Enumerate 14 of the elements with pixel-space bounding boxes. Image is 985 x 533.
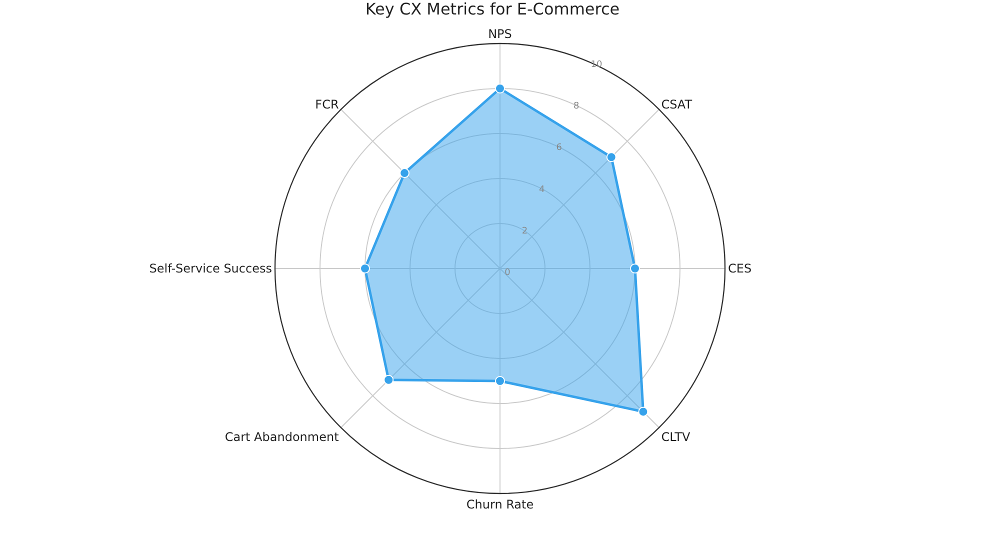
chart-title: Key CX Metrics for E-Commerce	[365, 0, 620, 18]
spoke-label: NPS	[488, 27, 512, 42]
spoke-label: CES	[728, 262, 752, 276]
y-tick-label: 4	[539, 184, 546, 195]
spoke-label: Churn Rate	[466, 498, 534, 512]
y-tick-label: 8	[574, 102, 580, 112]
spoke-label: Self-Service Success	[149, 262, 272, 276]
y-tick-label: 6	[556, 143, 562, 154]
spoke-label: FCR	[315, 98, 339, 112]
y-tick-label: 0	[504, 268, 511, 278]
spoke-label: CSAT	[661, 98, 693, 112]
y-tick-label: 2	[522, 226, 528, 236]
spoke-label: Cart Abandonment	[224, 430, 340, 444]
spoke-label: CLTV	[661, 430, 691, 444]
